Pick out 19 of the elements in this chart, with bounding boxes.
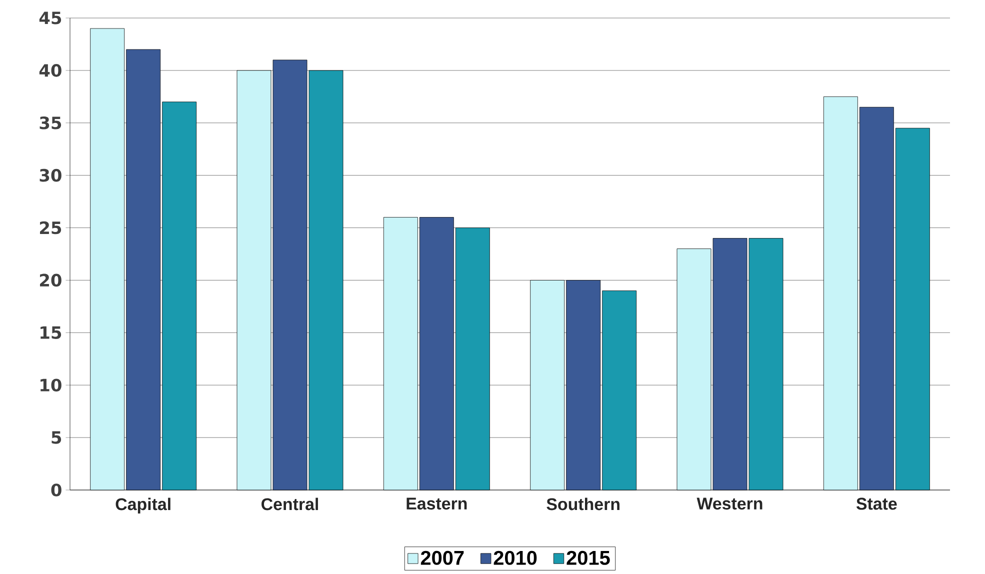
y-tick-label: 20 (40, 274, 62, 287)
y-tick-label: 45 (39, 12, 62, 24)
y-tick-label: 15 (40, 326, 62, 339)
x-tick-label: Central (262, 498, 318, 510)
x-tick-label: Eastern (406, 498, 467, 510)
x-tick-label: Southern (546, 498, 620, 510)
y-tick-label: 10 (40, 378, 62, 392)
x-tick-label: State (856, 498, 897, 510)
y-tick-label: 40 (39, 64, 62, 77)
y-tick-label: 5 (52, 431, 62, 444)
y-tick-label: 30 (40, 168, 62, 182)
x-tick-label: Capital (116, 498, 170, 514)
y-tick-label: 25 (40, 221, 62, 234)
y-tick-label: 0 (51, 484, 62, 496)
legend-label: 2015 (566, 550, 610, 565)
legend-label: 2007 (420, 550, 464, 565)
legend-label: 2010 (494, 550, 537, 565)
x-tick-label: Western (696, 498, 762, 510)
y-tick-label: 35 (40, 116, 62, 130)
